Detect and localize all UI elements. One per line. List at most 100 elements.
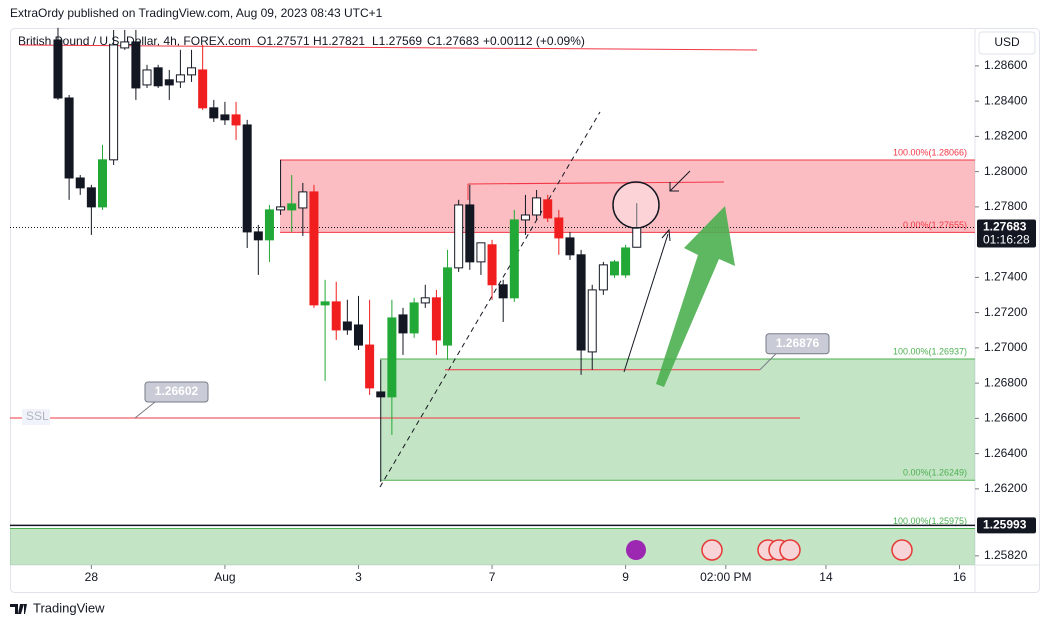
highlight-circle [612,181,660,229]
candle-body [353,324,363,346]
candle-body [264,209,274,241]
arrow-line [669,170,691,192]
last-price-label: 1.27683 [983,220,1027,234]
zone [380,358,975,481]
y-tick-label: 1.28600 [984,58,1028,72]
candle-body [164,79,174,86]
zone-label: 100.00%(1.26937) [893,346,967,356]
zone-label: 100.00%(1.25975) [893,516,967,526]
legend-item: L1.27569 [372,34,422,48]
candle-body [532,197,542,216]
arrow-head [661,228,671,242]
y-tick-label: 1.26800 [984,375,1028,389]
x-tick-label: 16 [953,570,967,584]
event-icon [626,540,646,560]
candle-body [443,267,453,346]
event-icon [891,539,913,561]
marker-label: 1.25993 [983,518,1027,532]
event-icon [779,539,801,561]
x-tick-label: 9 [622,570,629,584]
publisher: ExtraOrdy published on TradingView.com, … [10,6,383,20]
candle-body [109,44,119,161]
candle-body [97,159,107,208]
zone [280,160,975,233]
arrow-head [669,182,679,192]
candle-body [609,261,619,276]
callout-box [765,333,830,355]
candle-body [554,217,564,239]
candle-body [431,297,441,341]
candle-body [454,204,464,269]
candle-body [342,321,352,331]
marker-box [977,517,1036,534]
candle-body [476,242,486,263]
y-tick-label: 1.25820 [984,548,1028,562]
x-tick-label: Aug [214,570,235,584]
candle-body [587,289,597,353]
legend-symbol: British Pound / U.S. Dollar, 4h, FOREX.c… [18,34,251,48]
candle-body [231,114,241,126]
legend-item: C1.27683 [427,34,479,48]
y-tick-label: 1.26600 [984,411,1028,425]
x-tick-label: 02:00 PM [700,570,751,584]
legend-item: H1.27821 [313,34,365,48]
currency-button[interactable] [978,31,1036,55]
candle-body [509,219,519,299]
candle-body [253,231,263,241]
zone-label: 0.00%(1.26249) [903,468,967,478]
candle-body [276,206,286,211]
candle-body [175,74,185,83]
candle-body [420,297,430,304]
candle-body [153,67,163,87]
y-tick-label: 1.27400 [984,270,1028,284]
currency[interactable]: USD [994,35,1020,49]
x-tick-label: 28 [85,570,99,584]
big-arrow [656,206,735,387]
candle-body [520,214,530,221]
candle-body [86,187,96,208]
zone [10,528,975,565]
last-price-box [977,219,1036,248]
countdown: 01:16:28 [983,233,1030,247]
candle-body [465,204,475,263]
y-tick-label: 1.26200 [984,481,1028,495]
event-icon [701,539,723,561]
candle-body [543,199,553,219]
x-tick-label: 7 [489,570,496,584]
candle-body [365,344,375,389]
candle-body [398,314,408,334]
callout-pointer [759,353,777,371]
level-name: SSL [26,409,49,423]
candle-body [409,302,419,334]
candle-body [64,97,74,179]
candle-body [187,67,197,76]
zone-label: 100.00%(1.28066) [893,147,967,157]
callout-label: 1.26876 [776,336,820,350]
callout-box [144,381,209,403]
candle-body [209,107,219,119]
callout-label: 1.26602 [155,384,199,398]
legend-item: O1.27571 [257,34,310,48]
brand: TradingView [33,600,105,615]
y-tick-label: 1.28200 [984,129,1028,143]
candle-body [376,391,386,398]
candle-body [331,301,341,331]
arrow-line [623,233,669,373]
legend-item: +0.00112 (+0.09%) [483,34,585,48]
candle-body [498,284,508,299]
candle-body [131,41,141,89]
trend-line [19,44,758,51]
y-tick-label: 1.27800 [984,199,1028,213]
candle-body [287,203,297,211]
candle-body [198,69,208,109]
chart-frame [10,28,1040,593]
candle-body [75,177,85,189]
candle-body [298,191,308,209]
logo-icon [10,604,27,614]
candle-body [220,114,230,121]
candle-body [621,247,631,276]
candle-body [632,227,642,248]
dashed-line [379,111,601,488]
candle-body [309,191,319,306]
